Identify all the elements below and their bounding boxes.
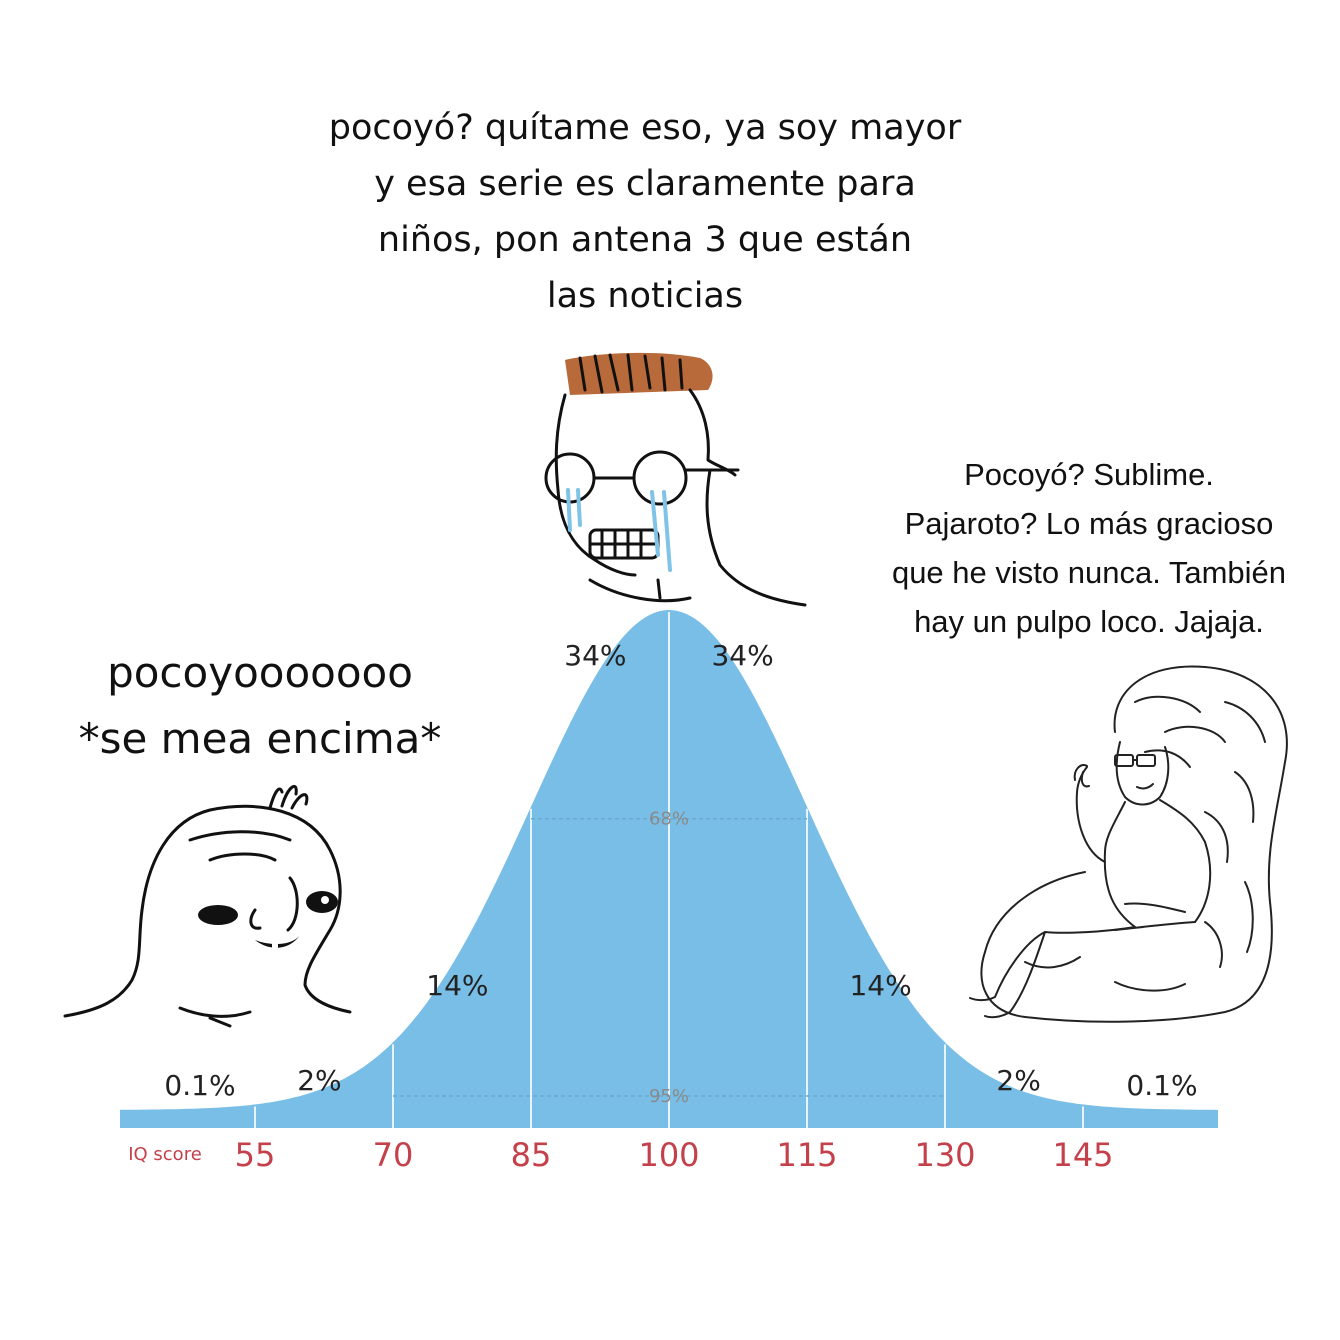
right-caption-line: Pajaroto? Lo más gracioso: [904, 506, 1274, 541]
middle-caption-line: y esa serie es claramente para: [374, 164, 916, 204]
left-caption-line: *se mea encima*: [78, 714, 442, 763]
big-brain-wojak-icon: [969, 665, 1288, 1023]
x-axis-label: IQ score: [128, 1144, 202, 1165]
right-caption-line: que he visto nunca. También: [891, 555, 1287, 590]
x-tick-labels: 55 70 85 100 115 130 145: [235, 1136, 1114, 1174]
middle-caption: pocoyó? quítame eso, ya soy mayor y esa …: [300, 100, 990, 324]
segment-percent-label: 34%: [711, 639, 773, 672]
x-tick-label: 85: [511, 1136, 552, 1174]
band-95-label: 95%: [649, 1086, 689, 1107]
brainlet-wojak-icon: [63, 784, 352, 1028]
left-caption-line: pocoyooooooo: [107, 648, 413, 697]
middle-caption-line: niños, pon antena 3 que están: [377, 220, 913, 260]
segment-percent-label: 14%: [849, 969, 911, 1002]
x-tick-label: 100: [638, 1136, 699, 1174]
x-tick-label: 55: [235, 1136, 276, 1174]
right-caption-line: hay un pulpo loco. Jajaja.: [914, 604, 1264, 639]
segment-percent-label: 14%: [426, 969, 488, 1002]
band-68-label: 68%: [649, 809, 689, 830]
segment-percent-label: 2%: [996, 1064, 1040, 1097]
segment-percent-label: 0.1%: [164, 1069, 235, 1102]
right-caption-line: Pocoyó? Sublime.: [964, 457, 1214, 492]
left-caption: pocoyooooooo *se mea encima*: [40, 640, 480, 772]
segment-percent-label: 0.1%: [1126, 1069, 1197, 1102]
segment-percent-label: 2%: [297, 1064, 341, 1097]
x-tick-label: 115: [776, 1136, 837, 1174]
x-tick-label: 130: [914, 1136, 975, 1174]
segment-percent-labels: 0.1% 2% 14% 34% 34% 14% 2% 0.1%: [164, 639, 1197, 1102]
x-tick-label: 70: [373, 1136, 414, 1174]
right-caption: Pocoyó? Sublime. Pajaroto? Lo más gracio…: [845, 450, 1333, 646]
middle-caption-line: las noticias: [546, 276, 744, 316]
x-tick-label: 145: [1052, 1136, 1113, 1174]
segment-percent-label: 34%: [564, 639, 626, 672]
crying-glasses-wojak-icon: [544, 352, 807, 607]
middle-caption-line: pocoyó? quítame eso, ya soy mayor: [328, 108, 962, 148]
sd-dividers: [254, 612, 1084, 1128]
